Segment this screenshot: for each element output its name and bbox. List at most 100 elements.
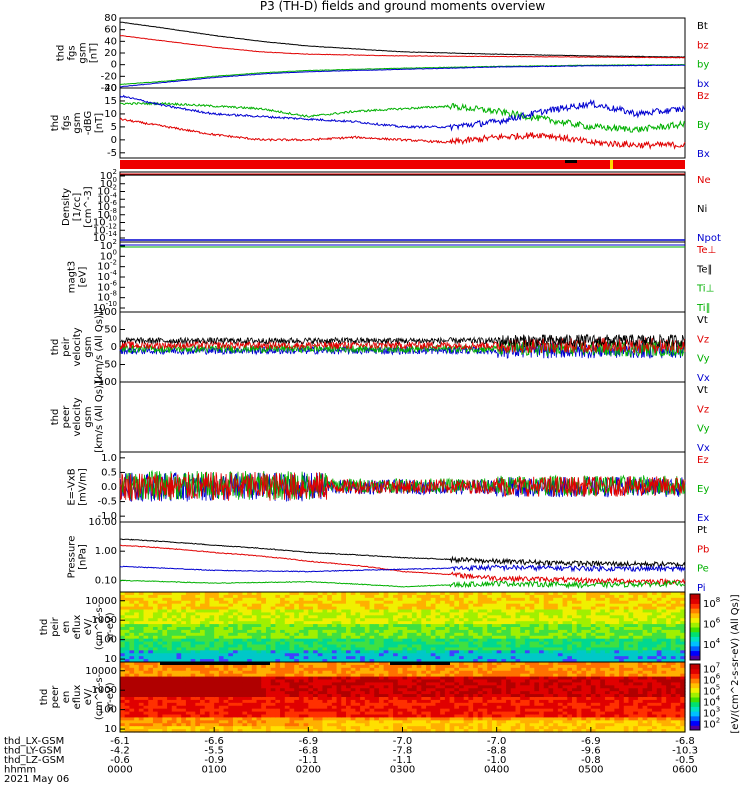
spectrogram-cell (129, 694, 135, 698)
spectrogram-cell (402, 600, 408, 605)
spectrogram-cell (459, 667, 465, 672)
spectrogram-cell (350, 659, 357, 663)
spectrogram-cell (421, 656, 427, 660)
y-tick-label: 102 (100, 168, 117, 182)
spectrogram-cell (501, 650, 507, 654)
spectrogram-cell (162, 621, 168, 625)
spectrogram-cell (444, 606, 451, 611)
spectrogram-cell (218, 624, 225, 628)
spectrogram-cell (341, 618, 347, 622)
spectrogram-cell (529, 641, 535, 646)
spectrogram-cell (152, 676, 159, 681)
spectrogram-cell (228, 647, 234, 651)
spectrogram-cell (378, 603, 385, 608)
spectrogram-cell (421, 650, 427, 654)
spectrogram-cell (407, 603, 413, 608)
spectrogram-cell (331, 673, 338, 678)
spectrogram-cell (609, 644, 615, 649)
spectrogram-cell (374, 603, 380, 608)
spectrogram-cell (237, 638, 244, 643)
spectrogram-cell (581, 653, 587, 657)
spectrogram-cell (430, 673, 437, 678)
spectrogram-cell (280, 609, 286, 614)
spectrogram-cell (388, 679, 394, 684)
spectrogram-cell (280, 600, 286, 605)
spectrogram-cell (426, 618, 432, 622)
spectrogram-cell (647, 653, 653, 657)
spectrogram-cell (124, 708, 131, 713)
spectrogram-cell (364, 609, 371, 614)
spectrogram-cell (294, 720, 300, 724)
spectrogram-cell (218, 702, 225, 707)
spectrogram-cell (482, 627, 488, 631)
spectrogram-cell (157, 600, 163, 605)
spectrogram-cell (576, 624, 583, 628)
spectrogram-cell (590, 647, 597, 651)
spectrogram-cell (397, 659, 404, 663)
spectrogram-cell (534, 592, 540, 596)
spectrogram-cell (435, 673, 441, 678)
spectrogram-cell (261, 592, 267, 596)
spectrogram-cell (346, 638, 352, 643)
spectrogram-cell (411, 612, 418, 616)
spectrogram-cell (364, 685, 371, 689)
spectrogram-cell (256, 685, 262, 689)
spectrogram-cell (214, 635, 220, 640)
spectrogram-cell (138, 711, 145, 716)
spectrogram-cell (308, 627, 314, 631)
legend-te: Te∥ (696, 264, 713, 275)
spectrogram-cell (298, 603, 305, 608)
spectrogram-cell (308, 673, 314, 678)
spectrogram-cell (308, 682, 314, 686)
spectrogram-cell (256, 691, 262, 695)
spectrogram-cell (298, 723, 305, 727)
spectrogram-cell (557, 594, 564, 599)
spectrogram-cell (586, 592, 592, 596)
spectrogram-cell (143, 699, 149, 704)
spectrogram-cell (661, 644, 667, 649)
spectrogram-cell (129, 714, 135, 719)
spectrogram-cell (134, 691, 140, 695)
spectrogram-cell (204, 606, 211, 611)
spectrogram-cell (482, 717, 488, 721)
spectrogram-cell (539, 624, 545, 628)
spectrogram-cell (360, 679, 366, 684)
spectrogram-cell (548, 592, 554, 596)
spectrogram-cell (463, 609, 470, 614)
spectrogram-cell (162, 667, 168, 672)
spectrogram-cell (120, 720, 126, 724)
spectrogram-cell (190, 702, 196, 707)
spectrogram-cell (322, 653, 328, 657)
spectrogram-cell (289, 603, 295, 608)
spectrogram-cell (449, 688, 455, 692)
spectrogram-cell (411, 618, 418, 622)
spectrogram-cell (176, 688, 182, 692)
spectrogram-cell (468, 697, 474, 701)
spectrogram-cell (138, 609, 145, 614)
spectrogram-cell (416, 667, 422, 672)
spectrogram-cell (661, 641, 667, 646)
spectrogram-cell (656, 618, 663, 622)
spectrogram-cell (364, 691, 371, 695)
spectrogram-cell (223, 676, 229, 681)
spectrogram-cell (148, 635, 154, 640)
spectrogram-cell (218, 606, 225, 611)
spectrogram-cell (515, 656, 521, 660)
spectrogram-cell (190, 621, 196, 625)
spectrogram-cell (152, 632, 159, 637)
spectrogram-cell (228, 708, 234, 713)
spectrogram-cell (369, 621, 375, 625)
spectrogram-cell (468, 644, 474, 649)
spectrogram-cell (284, 600, 291, 605)
spectrogram-cell (134, 679, 140, 684)
spectrogram-cell (360, 667, 366, 672)
spectrogram-cell (143, 720, 149, 724)
spectrogram-cell (298, 691, 305, 695)
spectrogram-cell (397, 600, 404, 605)
spectrogram-cell (251, 606, 258, 611)
spectrogram-cell (261, 729, 267, 733)
spectrogram-cell (661, 592, 667, 596)
y-tick-label: 10000 (85, 596, 117, 607)
spectrogram-cell (336, 720, 342, 724)
spectrogram-cell (416, 656, 422, 660)
